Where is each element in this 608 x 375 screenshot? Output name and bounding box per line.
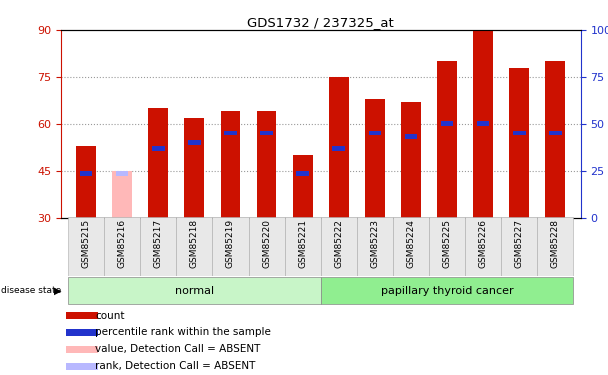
- Text: GSM85216: GSM85216: [118, 219, 126, 268]
- Text: GSM85228: GSM85228: [551, 219, 560, 268]
- Bar: [333, 146, 345, 151]
- Bar: [80, 171, 92, 176]
- Text: GSM85224: GSM85224: [407, 219, 415, 268]
- Bar: [66, 329, 98, 336]
- Bar: [224, 131, 237, 135]
- Bar: [437, 61, 457, 217]
- Bar: [477, 122, 489, 126]
- Bar: [188, 140, 201, 145]
- Bar: [405, 134, 417, 139]
- Bar: [176, 217, 212, 276]
- Bar: [393, 217, 429, 276]
- Bar: [465, 217, 501, 276]
- Bar: [112, 171, 132, 217]
- Text: GSM85225: GSM85225: [443, 219, 452, 268]
- Text: GSM85219: GSM85219: [226, 219, 235, 268]
- Bar: [537, 217, 573, 276]
- Text: GSM85221: GSM85221: [298, 219, 307, 268]
- Bar: [365, 99, 385, 218]
- Bar: [513, 131, 525, 135]
- Bar: [473, 30, 493, 217]
- Bar: [249, 217, 285, 276]
- Text: percentile rank within the sample: percentile rank within the sample: [95, 327, 271, 338]
- Bar: [401, 102, 421, 218]
- Bar: [66, 312, 98, 319]
- Bar: [357, 217, 393, 276]
- Text: ▶: ▶: [54, 286, 61, 296]
- Bar: [545, 61, 565, 217]
- Text: GSM85217: GSM85217: [154, 219, 163, 268]
- Text: GSM85226: GSM85226: [478, 219, 488, 268]
- Bar: [66, 363, 98, 370]
- Bar: [68, 277, 321, 304]
- Bar: [152, 146, 165, 151]
- Bar: [104, 217, 140, 276]
- Bar: [321, 277, 573, 304]
- Text: GSM85220: GSM85220: [262, 219, 271, 268]
- Text: GSM85227: GSM85227: [515, 219, 523, 268]
- Bar: [260, 131, 273, 135]
- Bar: [68, 217, 104, 276]
- Bar: [221, 111, 240, 218]
- Bar: [116, 171, 128, 176]
- Bar: [510, 68, 529, 218]
- Text: GSM85218: GSM85218: [190, 219, 199, 268]
- Text: normal: normal: [175, 286, 214, 296]
- Bar: [212, 217, 249, 276]
- Bar: [148, 108, 168, 218]
- Bar: [368, 131, 381, 135]
- Text: GSM85215: GSM85215: [81, 219, 91, 268]
- Text: count: count: [95, 310, 125, 321]
- Bar: [285, 217, 321, 276]
- Title: GDS1732 / 237325_at: GDS1732 / 237325_at: [247, 16, 394, 29]
- Bar: [76, 146, 96, 218]
- Text: disease state: disease state: [1, 286, 61, 295]
- Bar: [321, 217, 357, 276]
- Text: value, Detection Call = ABSENT: value, Detection Call = ABSENT: [95, 344, 261, 354]
- Bar: [441, 122, 454, 126]
- Bar: [429, 217, 465, 276]
- Bar: [66, 346, 98, 353]
- Text: rank, Detection Call = ABSENT: rank, Detection Call = ABSENT: [95, 361, 255, 371]
- Bar: [140, 217, 176, 276]
- Bar: [296, 171, 309, 176]
- Bar: [329, 77, 349, 218]
- Text: GSM85223: GSM85223: [370, 219, 379, 268]
- Text: papillary thyroid cancer: papillary thyroid cancer: [381, 286, 513, 296]
- Bar: [549, 131, 562, 135]
- Text: GSM85222: GSM85222: [334, 219, 344, 268]
- Bar: [292, 155, 313, 218]
- Bar: [501, 217, 537, 276]
- Bar: [184, 117, 204, 218]
- Bar: [257, 111, 277, 218]
